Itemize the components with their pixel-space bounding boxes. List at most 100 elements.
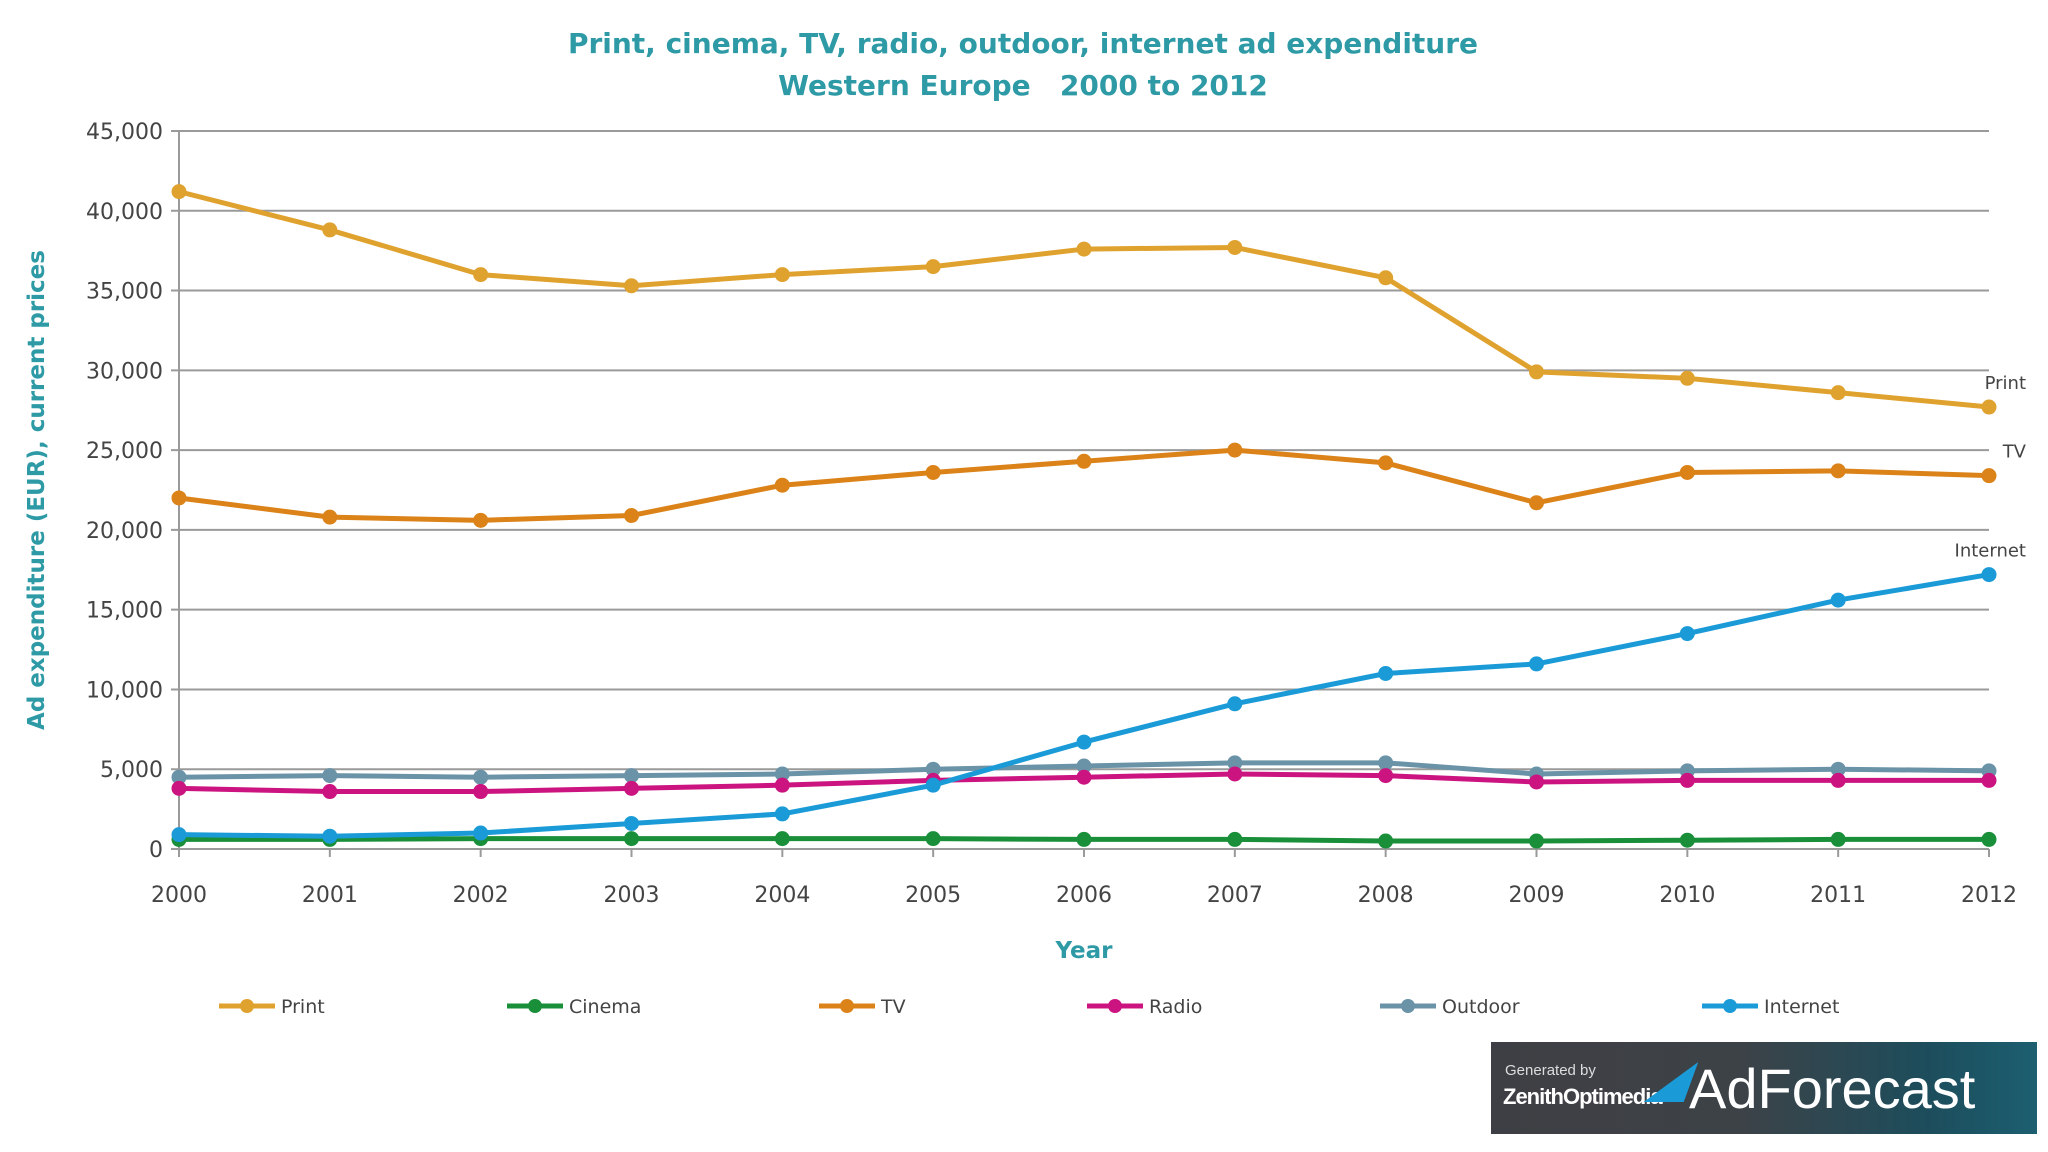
legend-swatch-marker xyxy=(528,999,542,1013)
data-point xyxy=(171,769,187,785)
data-point xyxy=(1076,758,1092,774)
x-tick-label: 2009 xyxy=(1509,883,1565,908)
data-point xyxy=(1227,442,1243,458)
legend-item-tv: TV xyxy=(819,996,906,1018)
data-point xyxy=(1529,656,1544,672)
chart-title: Print, cinema, TV, radio, outdoor, inter… xyxy=(568,27,1478,60)
data-point xyxy=(1981,831,1997,847)
x-tick-label: 2008 xyxy=(1358,883,1414,908)
data-point xyxy=(171,827,187,843)
series-line xyxy=(178,572,1990,839)
logo-generated-by: Generated by xyxy=(1505,1062,1596,1079)
data-point xyxy=(925,464,941,480)
data-point xyxy=(1830,761,1846,777)
series-print: Print xyxy=(171,184,2026,415)
legend-swatch-marker xyxy=(1108,999,1122,1013)
data-point xyxy=(925,761,941,777)
chart-subtitle: Western Europe 2000 to 2012 xyxy=(778,69,1268,102)
data-point xyxy=(1830,385,1846,401)
data-point xyxy=(624,768,639,784)
data-point xyxy=(1529,774,1544,790)
y-tick-label: 45,000 xyxy=(86,120,163,145)
data-point xyxy=(322,222,338,238)
legend-label: Outdoor xyxy=(1442,996,1520,1018)
data-point xyxy=(774,477,790,493)
logo-product: AdForecast xyxy=(1689,1057,1976,1120)
y-tick-label: 35,000 xyxy=(86,280,163,305)
legend-swatch-marker xyxy=(240,999,254,1013)
adforecast-logo: Generated by ZenithOptimedia AdForecast xyxy=(1491,1042,2037,1134)
logo-company: ZenithOptimedia xyxy=(1503,1084,1663,1109)
data-point xyxy=(624,278,639,294)
legend-item-internet: Internet xyxy=(1702,996,1839,1018)
data-point xyxy=(925,831,941,847)
data-point xyxy=(774,766,790,782)
data-point xyxy=(774,777,790,793)
series-outdoor xyxy=(171,755,1997,785)
x-tick-label: 2005 xyxy=(905,883,961,908)
data-point xyxy=(1076,734,1092,750)
y-tick-label: 5,000 xyxy=(100,758,163,783)
legend-item-print: Print xyxy=(219,996,325,1018)
data-point xyxy=(1529,495,1544,511)
data-point xyxy=(322,768,338,784)
data-point xyxy=(624,815,639,831)
data-point xyxy=(1378,833,1394,849)
legend-swatch-marker xyxy=(1401,999,1415,1013)
data-point xyxy=(473,512,489,528)
data-point xyxy=(322,509,338,525)
data-point xyxy=(1378,768,1394,784)
data-point xyxy=(473,267,489,283)
data-point xyxy=(1679,772,1695,788)
series-line xyxy=(178,189,1990,410)
data-point xyxy=(322,828,338,844)
data-point xyxy=(1981,567,1997,583)
y-tick-label: 25,000 xyxy=(86,439,163,464)
data-point xyxy=(624,780,639,796)
data-point xyxy=(473,784,489,800)
data-point xyxy=(1227,766,1243,782)
x-tick-label: 2010 xyxy=(1659,883,1715,908)
y-tick-label: 10,000 xyxy=(86,678,163,703)
data-point xyxy=(473,769,489,785)
y-tick-label: 0 xyxy=(149,838,163,863)
y-tick-label: 20,000 xyxy=(86,519,163,544)
data-point xyxy=(1679,370,1695,386)
data-point xyxy=(1981,772,1997,788)
data-point xyxy=(1227,696,1243,712)
data-point xyxy=(774,806,790,822)
data-point xyxy=(473,825,489,841)
data-point xyxy=(1830,592,1846,608)
x-tick-label: 2003 xyxy=(604,883,660,908)
data-point xyxy=(1378,455,1394,471)
data-point xyxy=(1830,463,1846,479)
data-point xyxy=(1076,769,1092,785)
legend-swatch-marker xyxy=(1723,999,1737,1013)
y-tick-label: 15,000 xyxy=(86,599,163,624)
data-point xyxy=(171,780,187,796)
end-label: TV xyxy=(2002,442,2027,463)
legend-label: Radio xyxy=(1149,996,1202,1018)
series-tv: TV xyxy=(171,442,2027,528)
x-tick-label: 2006 xyxy=(1056,883,1112,908)
data-point xyxy=(1227,239,1243,255)
data-point xyxy=(1076,831,1092,847)
legend-swatch-marker xyxy=(840,999,854,1013)
series-internet: Internet xyxy=(171,541,2026,844)
data-point xyxy=(1830,772,1846,788)
data-point xyxy=(1076,241,1092,257)
end-label: Print xyxy=(1985,373,2026,394)
data-point xyxy=(1378,665,1394,681)
y-tick-label: 30,000 xyxy=(86,359,163,384)
legend-label: Cinema xyxy=(569,996,641,1018)
legend-label: Print xyxy=(281,996,325,1018)
x-tick-label: 2002 xyxy=(453,883,509,908)
data-point xyxy=(1378,270,1394,286)
data-point xyxy=(1529,364,1544,380)
x-tick-label: 2011 xyxy=(1810,883,1866,908)
data-point xyxy=(1981,468,1997,484)
legend-item-radio: Radio xyxy=(1087,996,1202,1018)
y-axis-title: Ad expenditure (EUR), current prices xyxy=(24,250,50,730)
legend-label: TV xyxy=(880,996,906,1018)
